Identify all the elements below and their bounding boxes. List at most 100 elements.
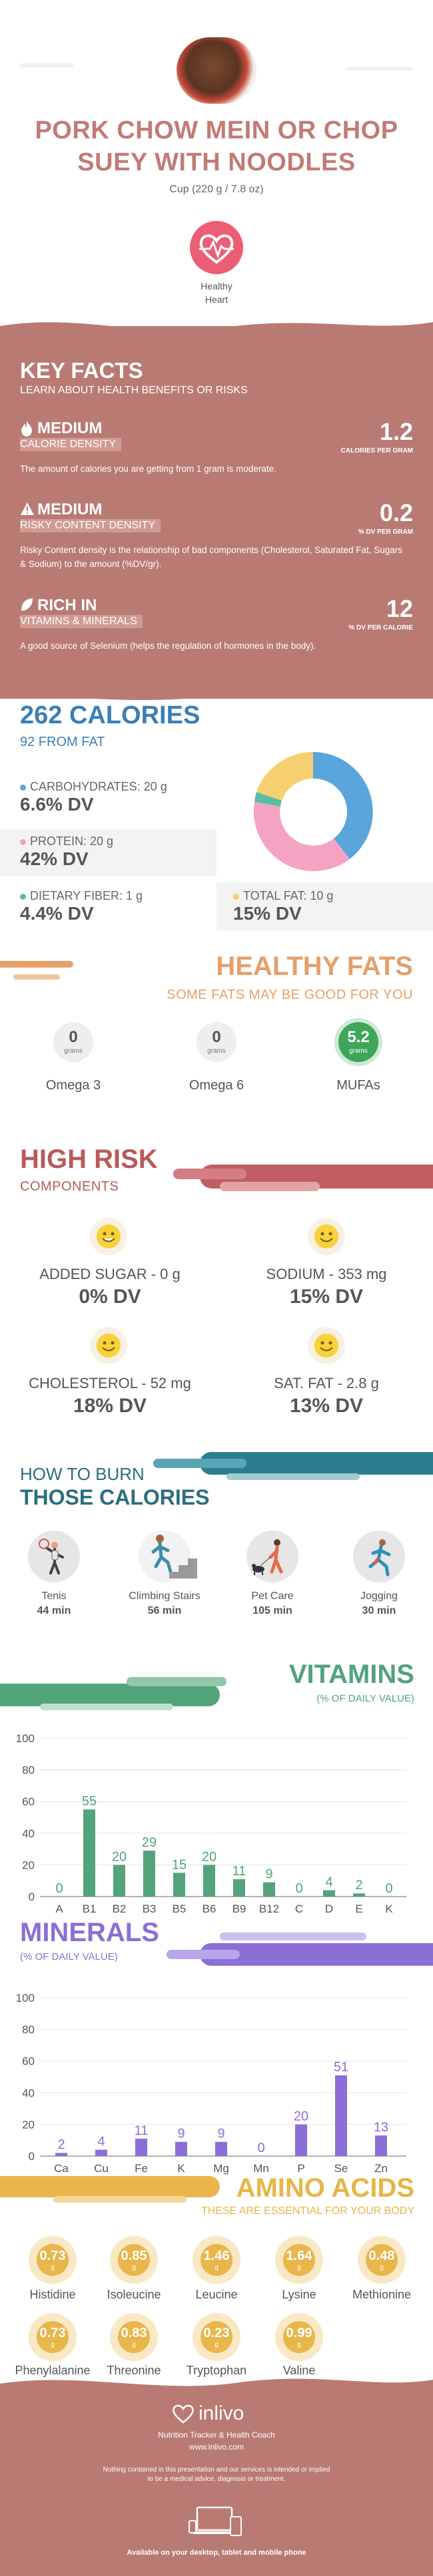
bar-value-label: 0 [385,1881,392,1896]
bar [83,1809,95,1897]
fat-dot [233,893,239,900]
added-sugar-dv: 0% DV [79,1286,141,1308]
x-tick-label: B9 [232,1903,246,1915]
food-photo [177,37,256,104]
sat-fat-label: SAT. FAT - 2.8 g [274,1375,379,1391]
devices-icon [188,2503,245,2544]
x-tick-label: E [355,1903,362,1915]
amino-name: Methionine [352,2288,412,2301]
macro-carbohydrates: CARBOHYDRATES: 20 g 6.6% DV [20,780,167,815]
decorative-bar [0,1684,220,1706]
wave-bottom-keyfacts [0,685,433,700]
bar-value-label: 9 [217,2127,224,2141]
y-tick-label: 40 [22,2087,35,2100]
bar [95,2149,107,2156]
fact-value: 0.2 [379,499,413,526]
macro-fat-bg [217,882,433,930]
amino-name: Isoleucine [107,2288,161,2301]
bar [203,1865,215,1897]
vitamins-subtitle: (% OF DAILY VALUE) [316,1693,414,1704]
brand-tagline: Nutrition Tracker & Health Coach [158,2430,275,2440]
bar [175,2141,187,2156]
macro-protein: PROTEIN: 20 g 42% DV [20,834,114,869]
bar-value-label: 29 [142,1835,157,1850]
smile-icon [308,1218,345,1255]
fact-level: MEDIUM [20,419,121,438]
page-title: PORK CHOW MEIN OR CHOP SUEY WITH NOODLES [0,114,433,178]
fact-label: RISKY CONTENT DENSITY [20,519,161,532]
amino-circle: 0.73 g [29,2236,77,2284]
x-tick-label: B6 [203,1903,217,1915]
sodium-dv: 15% DV [289,1286,364,1308]
dog-walker-icon [246,1531,298,1582]
x-tick-label: Se [334,2162,348,2175]
carbs-dot [20,784,26,791]
fact-description: The amount of calories you are getting f… [20,464,276,474]
bar-value-label: 0 [55,1881,63,1896]
amino-acids-title: AMINO ACIDS [236,2173,414,2203]
x-tick-label: B5 [173,1903,187,1915]
bar [233,1879,245,1897]
omega3-circle: 0 grams [53,1022,93,1062]
brand-name: inlivo [199,2402,244,2424]
fact-label: CALORIE DENSITY [20,438,122,451]
activity-name: Jogging [360,1590,398,1602]
fact-level: MEDIUM [20,500,161,519]
amino-circle: 0.23 g [193,2313,240,2361]
availability-note: Available on your desktop, tablet and mo… [127,2549,306,2557]
fiber-dot [20,893,26,900]
bar-value-label: 20 [294,2109,308,2123]
stairs-climber-icon [139,1531,197,1582]
bar-value-label: 9 [177,2127,185,2141]
amino-name: Lysine [282,2288,316,2301]
amino-name: Histidine [29,2288,76,2301]
high-risk-title: HIGH RISK [20,1145,158,1174]
activity-name: Pet Care [251,1590,294,1602]
x-tick-label: Mn [253,2162,269,2175]
bar [263,1882,275,1897]
bar-value-label: 55 [82,1794,97,1809]
decorative-line [20,63,73,67]
leaf-icon [21,598,33,611]
flame-icon [21,421,32,437]
x-tick-label: Zn [374,2162,388,2175]
mufas-circle: 5.2 grams [338,1022,378,1062]
decorative-bar [0,2176,220,2197]
serving-size: Cup (220 g / 7.8 oz) [169,184,264,195]
y-tick-label: 0 [29,1891,35,1903]
x-tick-label: Mg [213,2162,229,2175]
fact-description: Risky Content density is the relationshi… [20,545,403,569]
cholesterol-label: CHOLESTEROL - 52 mg [29,1375,191,1391]
heart-pulse-icon [199,234,234,264]
brand-url[interactable]: www.inlivo.com [189,2442,244,2452]
amino-name: Leucine [195,2288,238,2301]
x-tick-label: P [297,2162,304,2175]
bar [375,2135,387,2156]
y-tick-label: 0 [29,2150,35,2163]
disclaimer-line-1: Nothing contained in this presentation a… [103,2466,330,2474]
vitamins-title: VITAMINS [288,1660,414,1689]
fact-value: 1.2 [379,418,413,445]
bar [323,1890,335,1897]
bar-value-label: 2 [57,2137,65,2152]
bar-value-label: 11 [135,2123,149,2138]
smile-icon [308,1327,345,1364]
decorative-bar [220,1932,366,1940]
y-tick-label: 40 [22,1827,35,1840]
burn-title-line-2: THOSE CALORIES [20,1485,210,1509]
y-tick-label: 20 [22,2118,35,2131]
added-sugar-label: ADDED SUGAR - 0 g [39,1266,181,1282]
y-tick-label: 80 [22,1764,35,1777]
donut-slice-fiber [254,792,282,807]
fact-unit: CALORIES PER GRAM [340,447,413,455]
healthy-fats-title: HEALTHY FATS [216,952,413,981]
donut-slice-carbs [313,752,373,859]
fact-description: A good source of Selenium (helps the reg… [20,641,316,651]
smile-icon [90,1218,127,1255]
fact-calorie-density: MEDIUM CALORIE DENSITY [20,419,122,451]
vitamins-bar-chart: 0204060801000A55B120B229B315B520B611B99B… [16,1732,406,1915]
bar [173,1873,185,1897]
cholesterol-dv: 18% DV [73,1395,147,1417]
macro-donut-chart [253,751,373,872]
fact-level: RICH IN [20,596,143,615]
